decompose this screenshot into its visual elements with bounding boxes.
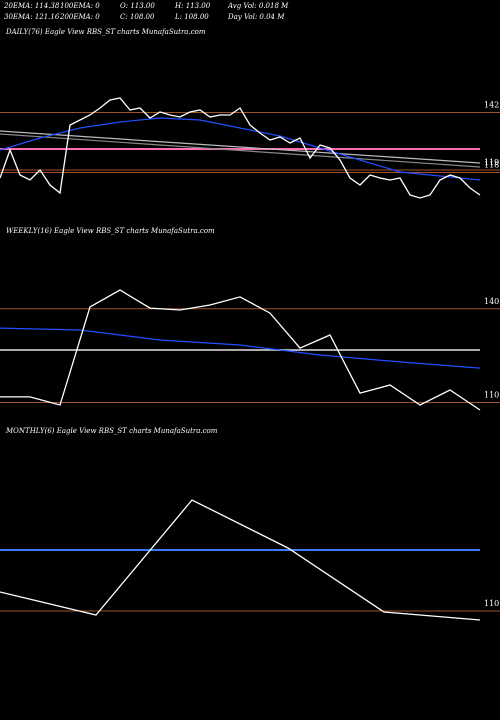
panel-title: WEEKLY(16) Eagle View RBS_ST charts Muna…	[6, 227, 215, 235]
panel-title: DAILY(76) Eagle View RBS_ST charts Munaf…	[5, 28, 206, 36]
header-stat: 20EMA: 114.38	[3, 2, 60, 10]
header-stat: H: 113.00	[174, 2, 211, 10]
header-stat: 100EMA: 0	[60, 2, 100, 10]
level-label: 119	[484, 158, 499, 167]
header-stat: L: 108.00	[174, 13, 209, 21]
level-label: 142	[484, 101, 499, 110]
level-label: 140	[484, 297, 499, 306]
series-line	[0, 327, 481, 369]
panel-title: MONTHLY(6) Eagle View RBS_ST charts Muna…	[5, 427, 218, 435]
series-line	[0, 133, 481, 168]
level-label: 110	[484, 391, 499, 400]
series-line	[0, 499, 481, 621]
header-stat: 200EMA: 0	[59, 13, 100, 21]
header-stat: Avg Vol: 0.018 M	[227, 2, 289, 10]
series-line	[0, 117, 481, 181]
header-stat: Day Vol: 0.04 M	[227, 13, 285, 21]
level-label: 110	[484, 599, 499, 608]
header-stat: C: 108.00	[120, 13, 155, 21]
header-stat: 30EMA: 121.16	[4, 13, 60, 21]
series-line	[0, 289, 481, 411]
series-line	[0, 130, 481, 164]
level-label: 118	[484, 161, 499, 170]
series-line	[0, 97, 481, 199]
header-stat: O: 113.00	[120, 2, 155, 10]
